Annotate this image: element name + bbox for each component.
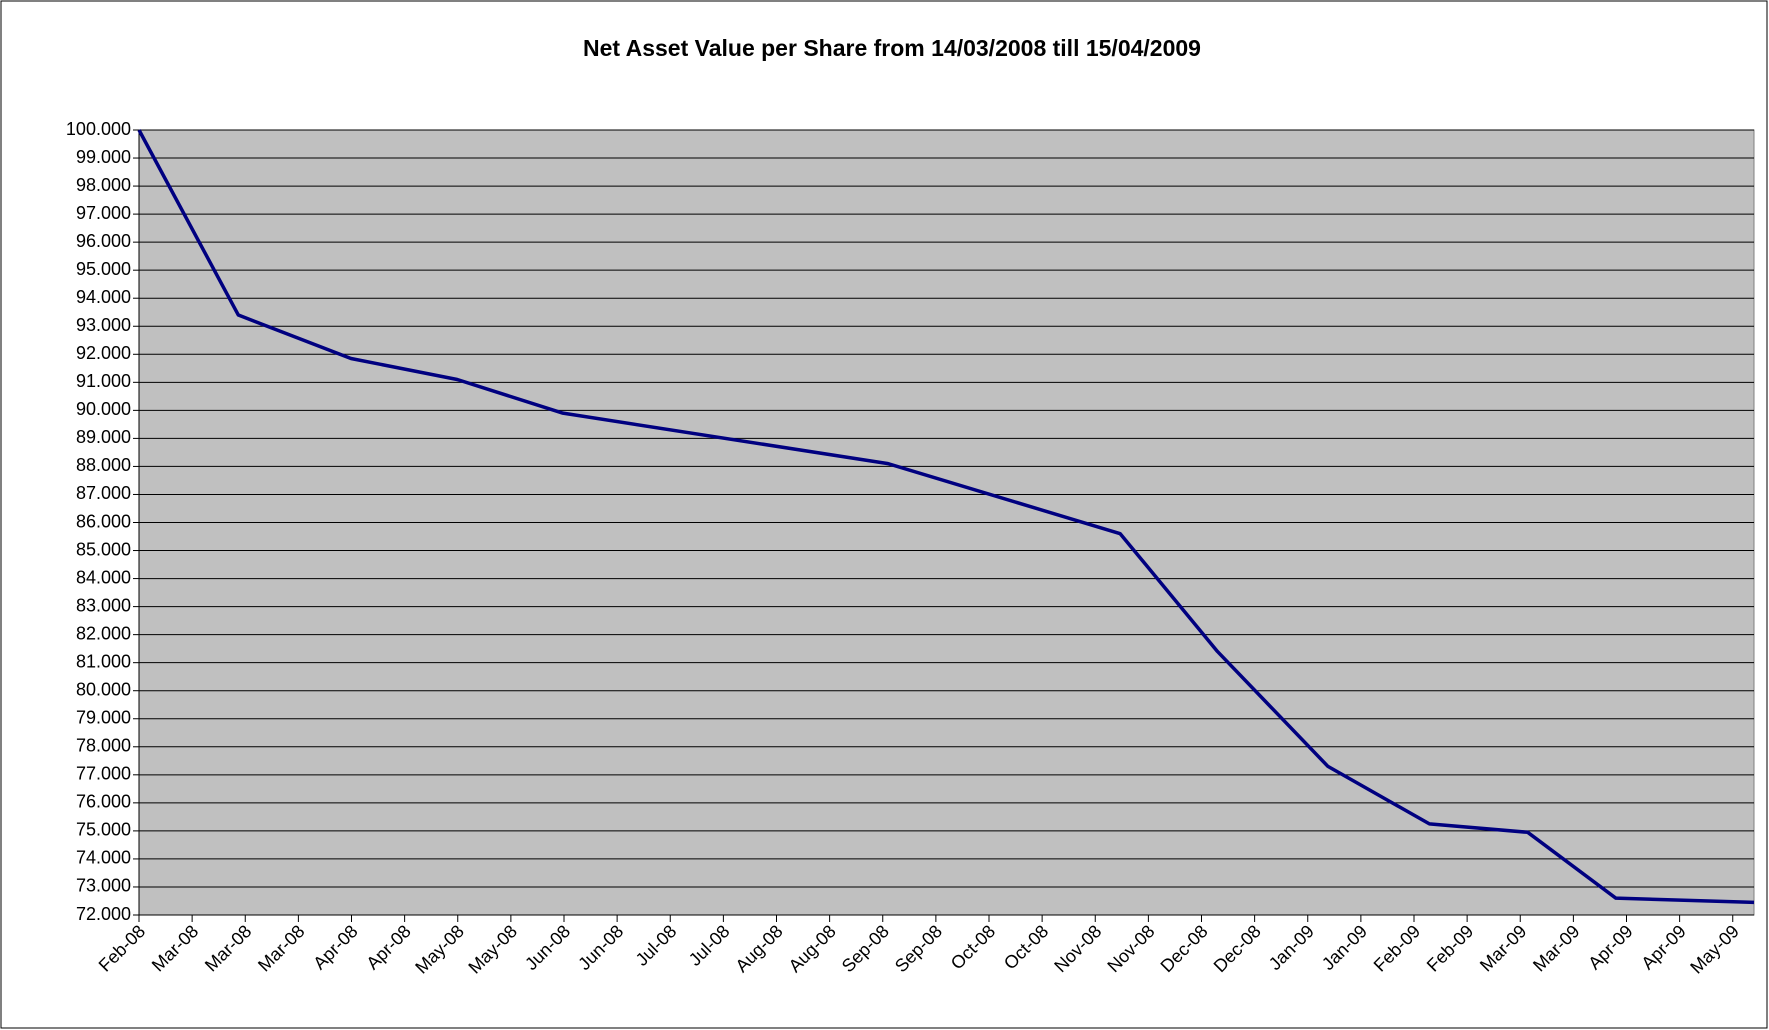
y-tick-label: 83.000: [76, 595, 131, 615]
y-tick-label: 80.000: [76, 679, 131, 699]
line-series: [137, 129, 1755, 905]
y-tick-label: 93.000: [76, 315, 131, 335]
y-tick-label: 100.000: [66, 119, 131, 139]
y-tick-label: 74.000: [76, 848, 131, 868]
y-tick-label: 94.000: [76, 287, 131, 307]
y-tick-label: 75.000: [76, 820, 131, 840]
y-tick-label: 91.000: [76, 371, 131, 391]
y-tick-label: 72.000: [76, 904, 131, 924]
y-tick-label: 88.000: [76, 455, 131, 475]
y-tick-label: 78.000: [76, 736, 131, 756]
y-tick-label: 77.000: [76, 764, 131, 784]
y-tick-label: 86.000: [76, 511, 131, 531]
y-tick-label: 98.000: [76, 175, 131, 195]
y-tick-label: 85.000: [76, 539, 131, 559]
y-tick-label: 92.000: [76, 343, 131, 363]
y-tick-label: 82.000: [76, 623, 131, 643]
y-tick-label: 96.000: [76, 231, 131, 251]
y-tick-label: 81.000: [76, 651, 131, 671]
y-tick-label: 99.000: [76, 147, 131, 167]
y-tick-label: 89.000: [76, 427, 131, 447]
y-tick-label: 87.000: [76, 483, 131, 503]
y-tick-label: 79.000: [76, 708, 131, 728]
y-tick-label: 95.000: [76, 259, 131, 279]
y-tick-label: 76.000: [76, 792, 131, 812]
y-tick-label: 84.000: [76, 567, 131, 587]
y-tick-label: 73.000: [76, 876, 131, 896]
chart-title: Net Asset Value per Share from 14/03/200…: [583, 35, 1201, 61]
y-tick-label: 90.000: [76, 399, 131, 419]
y-tick-label: 97.000: [76, 203, 131, 223]
